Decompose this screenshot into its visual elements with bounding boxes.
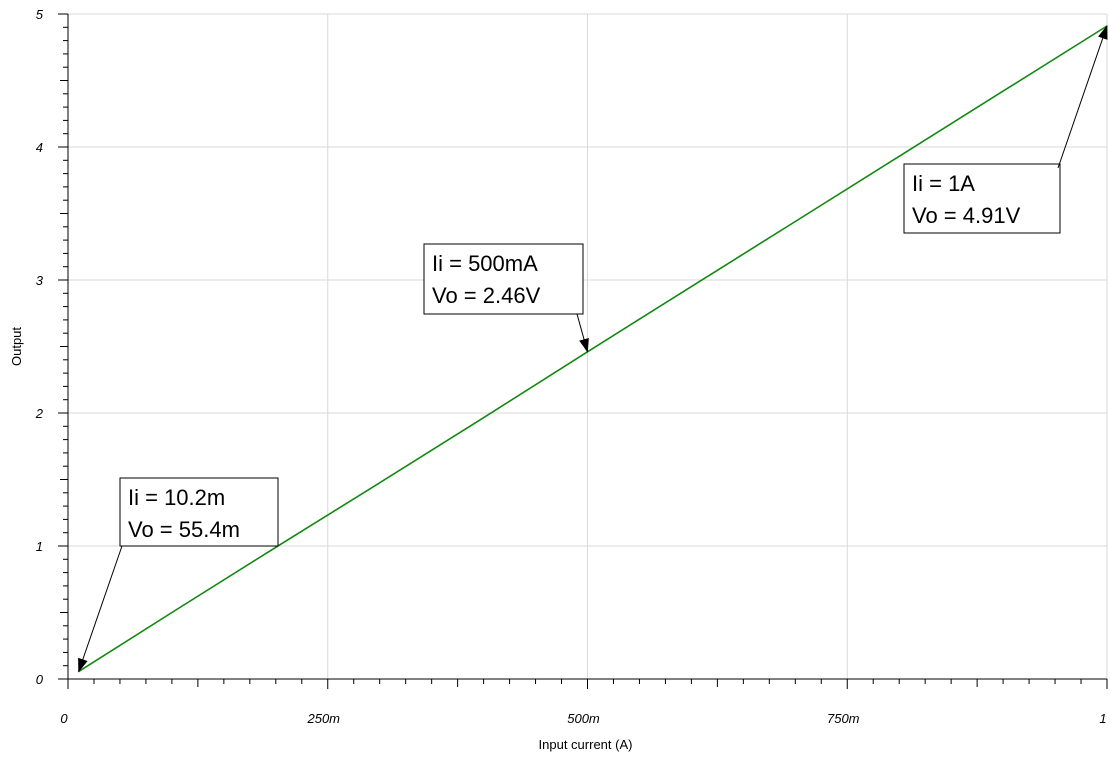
y-tick-label: 5 [36, 7, 44, 22]
annotation: Ii = 10.2m Vo = 55.4m [78, 477, 279, 673]
annotation-arrow [78, 545, 123, 673]
annotation-line1: Ii = 1A [912, 171, 975, 196]
annotation-line1: Ii = 500mA [432, 251, 538, 276]
x-tick-label: 500m [567, 711, 600, 726]
annotation-box [423, 243, 584, 315]
annotation-line2: Vo = 4.91V [912, 203, 1021, 228]
x-tick-label: 250m [306, 711, 340, 726]
y-axis-title: Output [9, 327, 24, 366]
y-tick-label: 0 [36, 672, 44, 687]
annotation: Ii = 1A Vo = 4.91V [903, 25, 1108, 234]
annotation-line2: Vo = 2.46V [432, 283, 541, 308]
annotation-box [903, 163, 1061, 234]
annotation-line2: Vo = 55.4m [128, 517, 240, 542]
x-tick-label: 750m [827, 711, 860, 726]
x-tick-label: 0 [60, 711, 68, 726]
x-axis-title: Input current (A) [539, 737, 633, 752]
y-tick-label: 4 [36, 140, 43, 155]
annotation-box [119, 477, 279, 547]
annotation-line1: Ii = 10.2m [128, 485, 225, 510]
x-tick-label: 1 [1099, 711, 1106, 726]
annotation-arrow [1057, 25, 1108, 169]
annotation: Ii = 500mA Vo = 2.46V [423, 243, 589, 353]
y-tick-label: 2 [35, 406, 44, 421]
series-line [78, 25, 1108, 673]
annotation-arrow [576, 313, 589, 353]
axes: 0 250m 500m 750m 1 0 1 2 3 4 5 [35, 7, 1108, 726]
annotations: Ii = 10.2m Vo = 55.4m Ii = 500mA Vo = 2.46V… [78, 25, 1108, 673]
series-layer [78, 25, 1108, 673]
y-tick-label: 1 [36, 539, 43, 554]
y-tick-label: 3 [36, 273, 44, 288]
